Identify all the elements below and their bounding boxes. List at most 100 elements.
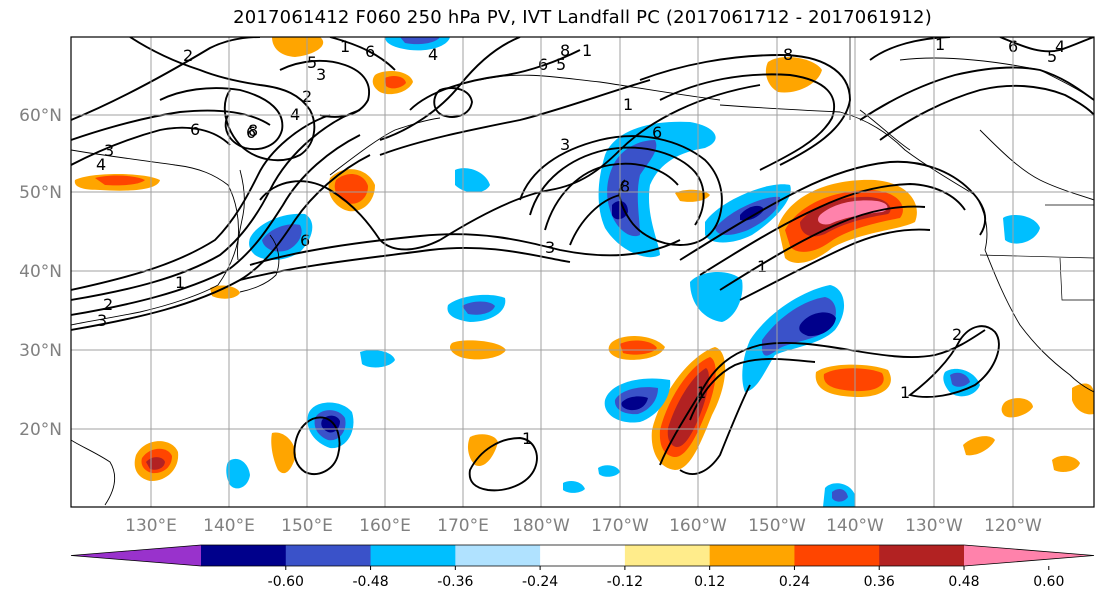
pv-positive-anomaly (823, 368, 884, 392)
contour-label: 2 (183, 46, 193, 65)
contour-label: 1 (757, 257, 767, 276)
lon-label: 150°E (281, 516, 333, 536)
pv-negative-anomaly (462, 301, 495, 315)
colorbar-tick-label: -0.24 (522, 574, 558, 590)
colorbar-tick-label: 0.12 (694, 574, 725, 590)
colorbar-extend-min (71, 545, 201, 566)
contour-label: 1 (175, 273, 185, 292)
pv-positive-anomaly (95, 175, 145, 186)
pv-positive-anomaly (210, 285, 240, 299)
pv-positive-anomaly (272, 37, 324, 57)
colorbar-tick-label: -0.12 (607, 574, 643, 590)
pv-positive-anomaly (620, 340, 657, 355)
contour-label: 4 (1055, 37, 1065, 56)
lon-label: 160°W (669, 516, 727, 536)
contour-label: 6 (300, 231, 310, 250)
colorbar-swatch (879, 545, 965, 566)
pv-negative-anomaly (621, 396, 648, 411)
lon-label: 180°W (512, 516, 570, 536)
pv-negative-anomaly (799, 312, 836, 337)
colorbar-tick-label: -0.48 (352, 574, 388, 590)
colorbar-tick-label: 0.48 (948, 574, 979, 590)
contour-label: 1 (696, 383, 706, 402)
lon-label: 160°E (359, 516, 411, 536)
pv-positive-anomaly (271, 432, 296, 474)
pv-negative-anomaly (950, 372, 970, 387)
contour-label: 6 (652, 123, 662, 142)
lon-label: 150°W (748, 516, 806, 536)
colorbar: -0.60 -0.48 -0.36 -0.24 -0.12 0.12 0.24 0.36 0.4… (70, 544, 1095, 590)
pv-positive-anomaly (385, 75, 406, 89)
pv-positive-anomaly (818, 200, 888, 225)
pv-negative-anomaly (598, 465, 620, 477)
contour-label: 2 (103, 295, 113, 314)
pv-negative-anomaly (1003, 215, 1040, 244)
political-borders (849, 37, 1094, 301)
contour-label: 8 (783, 45, 793, 64)
pv-negative-anomaly (740, 205, 764, 221)
colorbar-swatch (455, 545, 541, 566)
map-frame (70, 36, 1095, 508)
lon-label: 170°E (437, 516, 489, 536)
colorbar-swatch (624, 545, 711, 566)
contour-label: 3 (316, 65, 326, 84)
colorbar-swatch (370, 545, 456, 566)
lon-label: 130°E (125, 516, 177, 536)
pv-negative-anomaly (360, 350, 395, 368)
contour-label: 8 (248, 121, 258, 140)
contour-label: 1 (582, 41, 592, 60)
contour-label: 8 (620, 177, 630, 196)
pv-positive-anomaly (675, 189, 710, 202)
pv-negative-anomaly (400, 37, 440, 45)
pv-positive-anomaly (467, 434, 498, 466)
lat-label: 20°N (19, 420, 62, 440)
contour-label: 1 (900, 383, 910, 402)
contour-label: 1 (522, 429, 532, 448)
lat-label: 50°N (19, 183, 62, 203)
pv-positive-anomaly (667, 368, 709, 448)
lat-label: 30°N (19, 341, 62, 361)
contour-label: 3 (97, 311, 107, 330)
colorbar-swatch (285, 545, 372, 566)
contour-label: 3 (560, 135, 570, 154)
lat-label: 60°N (19, 106, 62, 126)
contour-label: 6 (538, 55, 548, 74)
pv-positive-anomaly (1052, 455, 1080, 472)
contour-label: 6 (190, 120, 200, 139)
colorbar-tick-label: -0.36 (437, 574, 473, 590)
colorbar-swatch (540, 545, 626, 566)
colorbar-swatch (794, 545, 880, 566)
colorbar-tick-label: 0.36 (864, 574, 895, 590)
contour-label: 1 (935, 35, 945, 54)
latitude-labels: 60°N 50°N 40°N 30°N 20°N (19, 106, 62, 440)
contour-label: 4 (96, 155, 106, 174)
pv-positive-anomaly (334, 174, 368, 204)
colorbar-outline (70, 544, 1095, 567)
contour-label: 5 (1047, 47, 1057, 66)
pv-negative-anomaly (832, 489, 848, 502)
contour-label: 1 (623, 95, 633, 114)
contour-label: 1 (340, 37, 350, 56)
pv-positive-anomaly (963, 436, 995, 456)
contour-label: 5 (307, 53, 317, 72)
pv-negative-anomaly (762, 297, 836, 356)
pv-negative-anomaly (563, 481, 585, 493)
lon-label: 170°W (591, 516, 649, 536)
ivt-contours (71, 37, 1094, 492)
contour-label: 4 (428, 45, 438, 64)
colorbar-tick-label: -0.60 (268, 574, 304, 590)
colorbar-swatch (709, 545, 795, 566)
contour-label: 3 (104, 141, 114, 160)
contour-label: 5 (556, 55, 566, 74)
graticule (71, 37, 1094, 507)
contour-label: 6 (246, 123, 256, 142)
pv-negative-anomaly (226, 458, 250, 489)
contour-label: 6 (365, 42, 375, 61)
pv-positive-anomaly (1072, 383, 1094, 415)
colorbar-swatch (201, 545, 287, 566)
contour-label: 8 (560, 41, 570, 60)
longitude-labels: 130°E 140°E 150°E 160°E 170°E 180°W 170°… (125, 516, 1042, 536)
lon-label: 130°W (905, 516, 963, 536)
colorbar-tick-label: 0.24 (779, 574, 810, 590)
